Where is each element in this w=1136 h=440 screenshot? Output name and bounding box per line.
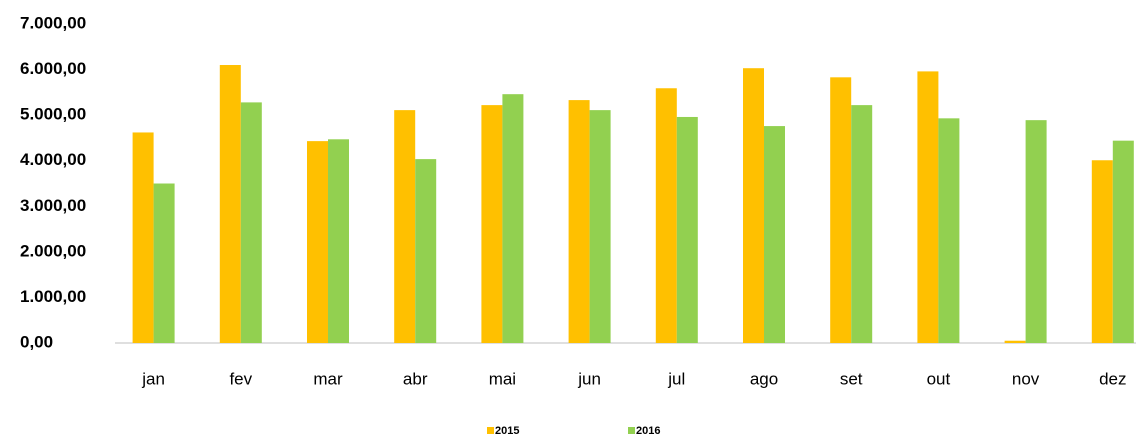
y-tick-label: 3.000,00 — [20, 196, 86, 215]
x-tick-label: mar — [313, 369, 343, 388]
y-tick-label: 4.000,00 — [20, 150, 86, 169]
legend-swatch — [628, 427, 635, 434]
x-tick-label: nov — [1012, 369, 1040, 388]
bar — [938, 118, 960, 343]
bar — [153, 183, 175, 343]
bar — [394, 110, 416, 343]
x-tick-label: mai — [489, 369, 516, 388]
bar — [240, 102, 262, 343]
bar — [1004, 340, 1026, 343]
bar — [502, 94, 524, 344]
bar — [764, 126, 785, 343]
bar — [328, 139, 349, 343]
x-tick-label: dez — [1099, 369, 1126, 388]
x-tick-label: abr — [403, 369, 428, 388]
bar — [132, 132, 154, 343]
bar — [568, 100, 590, 344]
bar — [415, 159, 437, 343]
bar — [917, 71, 939, 343]
legend-label: 2016 — [636, 425, 660, 437]
legend-label: 2015 — [495, 425, 519, 437]
y-tick-label: 5.000,00 — [20, 105, 86, 124]
x-tick-label: out — [927, 369, 951, 388]
x-tick-label: ago — [750, 369, 778, 388]
bar — [676, 116, 698, 343]
x-tick-label: jan — [141, 369, 165, 388]
y-tick-label: 7.000,00 — [20, 13, 86, 32]
bar — [851, 105, 873, 343]
y-tick-label: 2.000,00 — [20, 241, 86, 260]
bar — [743, 68, 764, 343]
bar — [655, 88, 677, 344]
y-tick-label: 1.000,00 — [20, 287, 86, 306]
x-tick-label: jul — [667, 369, 685, 388]
bar — [481, 105, 503, 343]
y-tick-label: 0,00 — [20, 332, 53, 351]
bar — [219, 65, 241, 343]
bar — [1025, 120, 1047, 343]
x-tick-label: fev — [229, 369, 252, 388]
x-tick-label: set — [840, 369, 863, 388]
bar — [589, 110, 611, 343]
bar — [1091, 160, 1113, 343]
bar — [830, 77, 852, 343]
x-tick-label: jun — [577, 369, 601, 388]
bar — [307, 141, 328, 343]
y-tick-label: 6.000,00 — [20, 59, 86, 78]
bar — [1112, 140, 1134, 343]
legend-swatch — [487, 427, 494, 434]
